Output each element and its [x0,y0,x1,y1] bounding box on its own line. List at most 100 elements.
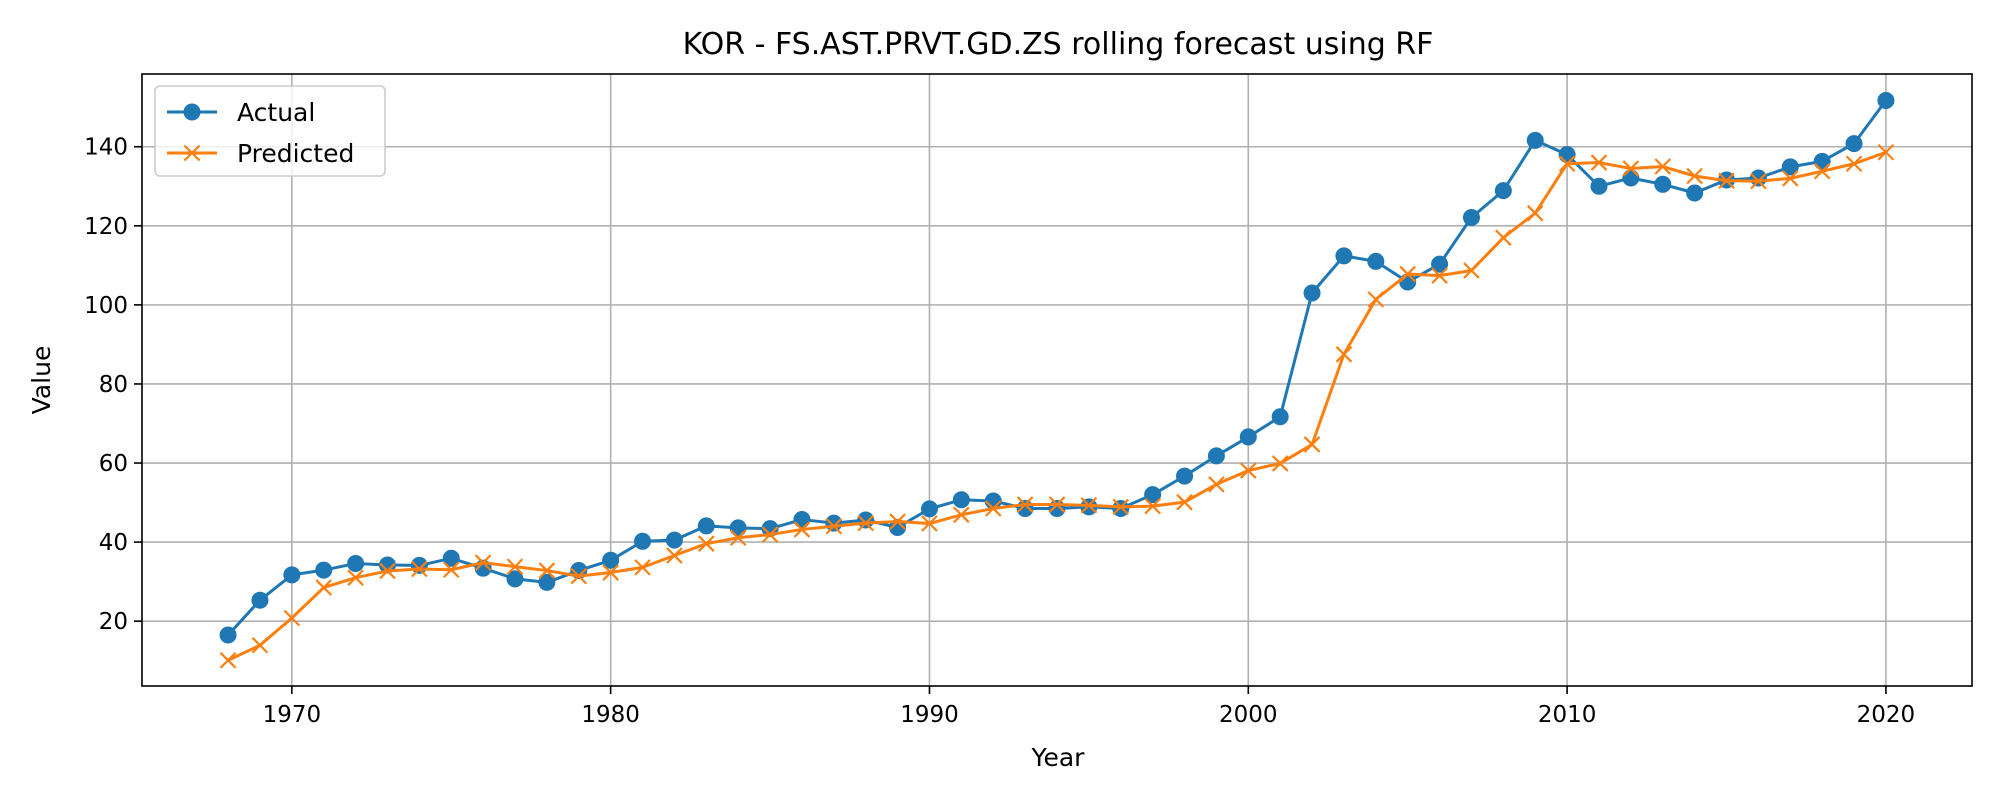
x-tick-label: 1980 [581,702,640,728]
data-point-predicted [666,547,683,564]
y-tick-label: 100 [84,293,128,319]
data-point-actual [665,531,683,549]
data-point-predicted [698,535,715,552]
y-axis-label: Value [27,346,56,415]
series-predicted [219,144,1895,669]
data-point-actual [1686,184,1704,202]
data-point-actual [1207,447,1225,465]
data-point-predicted [634,559,651,576]
data-point-predicted [889,513,906,530]
data-point-actual [1271,408,1289,426]
data-point-predicted [729,529,747,547]
data-point-actual [1494,182,1512,200]
x-tick-label: 1990 [900,702,959,728]
plot-frame [141,73,1973,687]
data-point-predicted [1558,155,1576,173]
data-point-actual [283,566,301,584]
data-point-actual [793,511,811,529]
data-point-actual [1558,146,1576,164]
data-point-predicted [1144,497,1161,515]
data-point-actual [1813,152,1831,170]
data-point-predicted [1686,167,1703,185]
data-point-actual [1048,499,1066,517]
data-point-actual [1526,131,1544,149]
data-point-actual [219,626,237,644]
x-tick-label: 2010 [1538,702,1597,728]
data-point-actual [1335,247,1353,265]
data-point-predicted [1431,267,1448,284]
series-layer [219,91,1895,669]
data-point-actual [442,549,460,567]
data-point-predicted [1750,172,1767,190]
data-point-predicted [921,515,938,532]
data-point-predicted [761,526,779,543]
data-point-predicted [602,564,619,581]
data-point-predicted [1718,172,1735,190]
data-point-actual [1590,177,1608,195]
data-point-actual [825,514,843,532]
x-tick-label: 1970 [263,702,322,728]
data-point-predicted [1048,496,1066,513]
data-point-actual [1303,284,1321,302]
data-point-actual [1399,273,1417,291]
chart-title: KOR - FS.AST.PRVT.GD.ZS rolling forecast… [683,27,1434,62]
data-point-predicted [1240,462,1257,479]
data-point-actual [1749,169,1767,187]
y-tick-label: 60 [99,451,128,477]
data-point-predicted [1112,498,1130,516]
legend-marker [183,144,201,162]
data-point-actual [729,519,747,537]
data-point-predicted [1208,476,1225,493]
legend-label: Predicted [237,139,354,168]
data-point-predicted [1526,204,1544,222]
y-tick-label: 80 [99,372,128,398]
data-point-predicted [411,560,428,578]
data-point-predicted [1303,436,1321,453]
data-point-actual [347,554,365,572]
data-point-actual [889,518,907,536]
data-point-actual [1016,499,1034,517]
data-point-predicted [347,569,364,586]
data-point-predicted [1813,162,1831,180]
data-point-predicted [953,506,970,524]
data-point-predicted [570,567,588,585]
data-point-actual [1431,255,1449,273]
legend-label: Actual [237,98,315,127]
data-point-predicted [1622,160,1640,177]
y-tick-label: 120 [84,214,128,240]
data-point-predicted [1845,155,1863,173]
data-point-actual [1144,486,1162,504]
data-point-actual [1654,175,1672,193]
data-point-actual [315,561,333,579]
data-point-actual [1462,209,1480,227]
data-point-actual [1781,158,1799,176]
data-point-actual [506,570,524,588]
data-point-predicted [984,500,1002,517]
x-tick-label: 2020 [1857,702,1916,728]
data-point-predicted [1335,346,1353,363]
data-point-predicted [474,554,492,571]
data-point-predicted [1367,291,1385,308]
data-point-actual [1622,169,1640,187]
data-point-predicted [538,562,556,579]
data-point-predicted [1590,154,1608,171]
x-tick-label: 2000 [1219,702,1278,728]
data-point-predicted [442,561,460,579]
data-point-predicted [793,521,811,538]
data-point-actual [251,591,269,609]
data-point-actual [634,532,652,550]
data-point-actual [920,500,938,518]
data-point-predicted [1495,229,1512,246]
data-point-predicted [219,652,237,669]
data-point-predicted [251,637,269,654]
data-point-actual [857,511,875,529]
data-point-predicted [506,558,524,575]
x-axis-label: Year [1031,743,1086,772]
grid [142,74,1972,686]
data-point-actual [1112,499,1130,517]
data-point-actual [1367,252,1385,270]
data-point-actual [538,573,556,591]
data-point-predicted [1877,144,1895,161]
data-point-predicted [1463,262,1480,279]
